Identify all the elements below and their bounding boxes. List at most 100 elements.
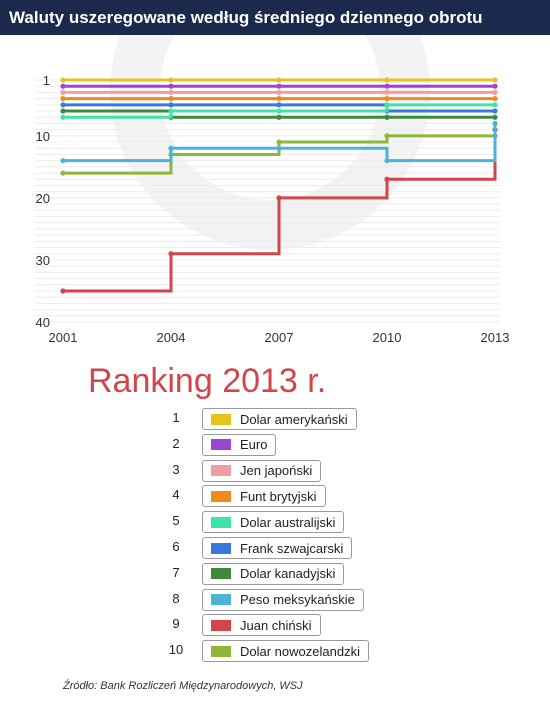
data-point <box>384 176 390 182</box>
legend-rank: 2 <box>172 435 180 451</box>
data-point <box>492 114 498 120</box>
data-point <box>168 145 174 151</box>
legend-box: Dolar amerykański <box>202 408 357 430</box>
legend-box: Frank szwajcarski <box>202 537 353 559</box>
ranking-title: Ranking 2013 r. <box>88 362 327 400</box>
legend-rank: 7 <box>172 564 180 580</box>
legend-label: Dolar nowozelandzki <box>240 643 360 659</box>
legend-label: Jen japoński <box>240 463 313 479</box>
legend-swatch <box>211 594 231 606</box>
data-point <box>492 83 498 89</box>
background-watermark <box>110 35 430 250</box>
chart-title: Waluty uszeregowane według średniego dzi… <box>9 8 483 27</box>
legend-swatch <box>211 439 231 451</box>
series-line <box>63 123 497 163</box>
legend-item: 7 Dolar kanadyjski <box>0 562 550 585</box>
x-tick-label: 2001 <box>49 330 78 345</box>
legend-swatch <box>211 568 231 580</box>
data-point <box>60 114 66 120</box>
data-point <box>168 108 174 114</box>
legend-item: 10 Dolar nowozelandzki <box>0 640 550 663</box>
x-tick-label: 2004 <box>157 330 186 345</box>
data-point <box>384 89 390 96</box>
legend-rank: 9 <box>172 616 180 632</box>
data-point <box>168 251 174 257</box>
data-point <box>168 102 174 108</box>
data-point <box>276 108 282 114</box>
data-point <box>168 77 174 83</box>
legend-box: Juan chiński <box>202 614 321 637</box>
data-point <box>384 83 390 89</box>
legend-box: Dolar nowozelandzki <box>202 640 369 663</box>
data-point <box>384 133 390 139</box>
x-tick-label: 2007 <box>265 330 294 345</box>
legend-label: Juan chiński <box>240 617 312 633</box>
legend-rank: 8 <box>172 590 180 606</box>
legend-box: Jen japoński <box>202 459 322 482</box>
title-bar: Waluty uszeregowane według średniego dzi… <box>0 0 550 35</box>
data-point <box>60 158 66 164</box>
y-tick-label: 40 <box>36 315 50 330</box>
legend-swatch <box>211 619 231 631</box>
data-point <box>492 102 498 108</box>
legend-swatch <box>211 413 231 425</box>
data-point <box>60 89 66 96</box>
legend-label: Dolar kanadyjski <box>240 566 336 582</box>
data-point <box>384 96 390 102</box>
data-point <box>168 83 174 89</box>
legend-item: 8 Peso meksykańskie <box>0 588 550 611</box>
legend-swatch <box>211 465 231 477</box>
data-point <box>276 102 282 108</box>
data-point <box>60 83 66 89</box>
legend-rank: 5 <box>172 513 180 529</box>
data-point <box>384 114 390 120</box>
data-point <box>60 288 66 294</box>
legend-rank: 10 <box>168 642 184 658</box>
series-line <box>63 103 495 113</box>
data-point <box>276 83 282 89</box>
legend-box: Funt brytyjski <box>202 485 326 508</box>
legend-label: Frank szwajcarski <box>240 540 344 556</box>
data-point <box>492 96 498 102</box>
legend-item: 3 Jen japoński <box>0 459 550 482</box>
data-point <box>60 170 66 176</box>
x-tick-label: 2010 <box>373 330 402 345</box>
legend-item: 1 Dolar amerykański <box>0 408 550 430</box>
data-point <box>60 108 66 114</box>
data-point <box>276 96 282 102</box>
data-point <box>492 77 498 83</box>
legend-item: 5 Dolar australijski <box>0 511 550 534</box>
y-tick-label: 20 <box>36 191 50 206</box>
legend-label: Euro <box>240 437 268 453</box>
y-tick-label: 10 <box>36 129 50 144</box>
series-line <box>63 109 495 119</box>
data-point <box>276 139 282 145</box>
legend-item: 4 Funt brytyjski <box>0 485 550 508</box>
source-note: Źródło: Bank Rozliczeń Międzynarodowych,… <box>63 680 303 692</box>
legend-box: Dolar australijski <box>202 511 345 534</box>
data-point <box>168 96 174 102</box>
data-point <box>276 77 282 83</box>
legend-item: 9 Juan chiński <box>0 614 550 637</box>
data-point <box>492 108 498 114</box>
data-point <box>384 77 390 83</box>
data-point <box>276 145 282 151</box>
data-point <box>384 158 390 164</box>
legend-rank: 1 <box>172 410 180 425</box>
legend-box: Euro <box>202 433 277 456</box>
data-point <box>276 114 282 120</box>
data-point <box>276 195 282 201</box>
legend-label: Funt brytyjski <box>240 488 317 504</box>
legend-swatch <box>211 516 231 528</box>
x-tick-label: 2013 <box>481 330 510 345</box>
legend-swatch <box>211 542 231 554</box>
data-point <box>60 102 66 108</box>
data-point <box>492 120 498 127</box>
data-point <box>60 77 66 83</box>
data-point <box>168 89 174 96</box>
legend-rank: 3 <box>172 461 180 477</box>
legend-label: Peso meksykańskie <box>240 592 355 608</box>
legend-swatch <box>211 645 231 657</box>
legend-rank: 6 <box>172 539 180 554</box>
legend-rank: 4 <box>172 487 180 503</box>
